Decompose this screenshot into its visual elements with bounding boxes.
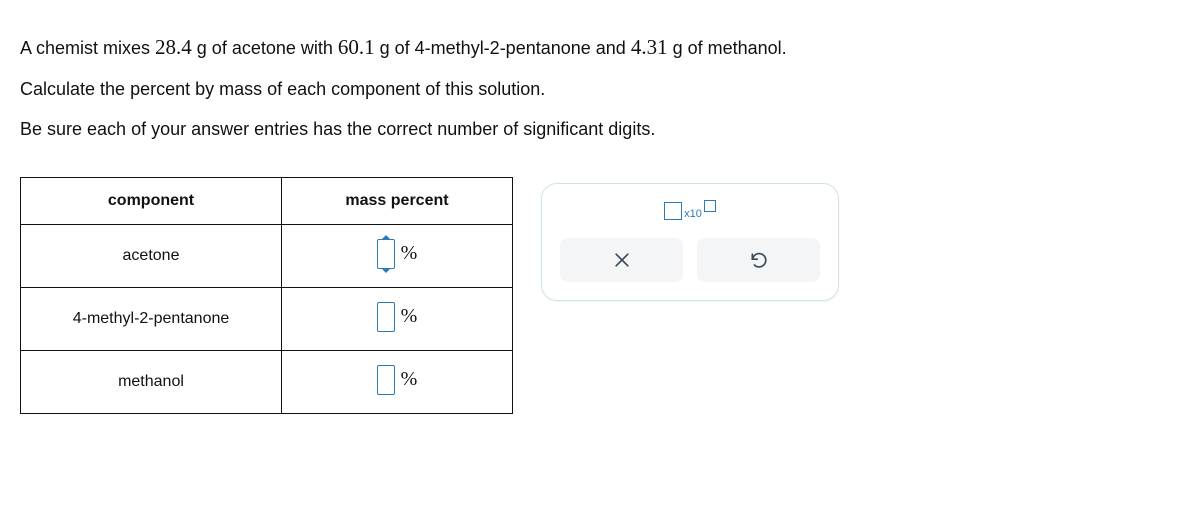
- problem-line-1: A chemist mixes 28.4 g of acetone with 6…: [20, 24, 1174, 70]
- mass-percent-cell: %: [282, 225, 513, 288]
- problem-text: A chemist mixes 28.4 g of acetone with 6…: [20, 24, 1174, 149]
- scientific-notation-button[interactable]: x10: [658, 198, 722, 224]
- header-mass-percent: mass percent: [282, 178, 513, 225]
- tool-panel: x10: [541, 183, 839, 301]
- mass-methanol: 4.31: [631, 35, 668, 59]
- mass-percent-cell: %: [282, 288, 513, 351]
- component-cell: acetone: [21, 225, 282, 288]
- answer-input-acetone[interactable]: [377, 239, 395, 269]
- text: g of methanol.: [668, 38, 787, 58]
- mass-mpentanone: 60.1: [338, 35, 375, 59]
- problem-line-3: Be sure each of your answer entries has …: [20, 110, 1174, 150]
- table-row: acetone %: [21, 225, 513, 288]
- percent-unit: %: [401, 305, 418, 328]
- problem-line-2: Calculate the percent by mass of each co…: [20, 70, 1174, 110]
- table-row: 4-methyl-2-pentanone %: [21, 288, 513, 351]
- text: A chemist mixes: [20, 38, 155, 58]
- percent-unit: %: [401, 368, 418, 391]
- reset-button[interactable]: [697, 238, 820, 282]
- mantissa-box-icon: [664, 202, 682, 220]
- answer-input-mpentanone[interactable]: [377, 302, 395, 332]
- mass-acetone: 28.4: [155, 35, 192, 59]
- percent-unit: %: [401, 242, 418, 265]
- clear-button[interactable]: [560, 238, 683, 282]
- undo-icon: [749, 250, 769, 270]
- exponent-box-icon: [704, 200, 716, 212]
- x10-label: x10: [684, 208, 702, 220]
- header-component: component: [21, 178, 282, 225]
- close-icon: [612, 250, 632, 270]
- component-cell: methanol: [21, 351, 282, 414]
- table-row: methanol %: [21, 351, 513, 414]
- mass-percent-table: component mass percent acetone % 4-methy…: [20, 177, 513, 414]
- component-cell: 4-methyl-2-pentanone: [21, 288, 282, 351]
- mass-percent-cell: %: [282, 351, 513, 414]
- text: g of acetone with: [192, 38, 338, 58]
- text: g of 4-methyl-2-pentanone and: [375, 38, 631, 58]
- answer-input-methanol[interactable]: [377, 365, 395, 395]
